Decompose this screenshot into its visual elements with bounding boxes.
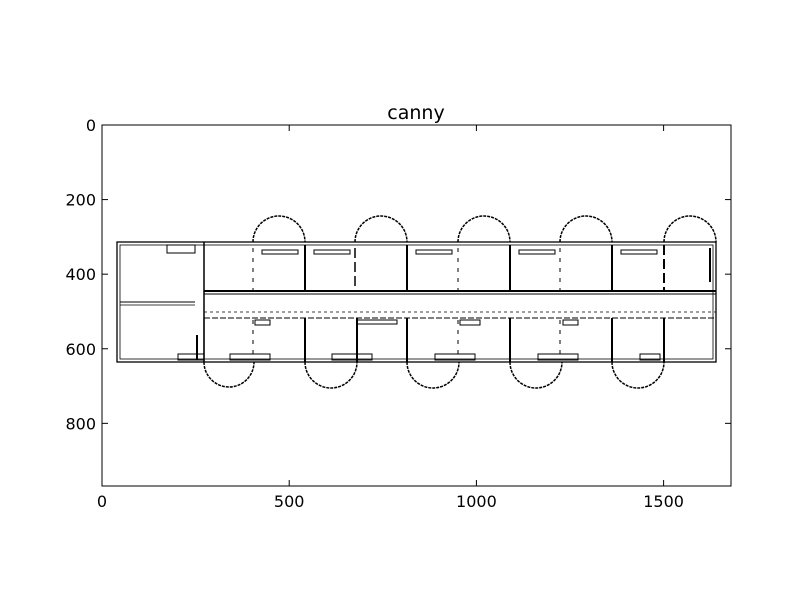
- axes-frame: [101, 124, 732, 487]
- x-axis: 0 500 1000 1500: [97, 125, 684, 511]
- lower-room-edges: [203, 318, 665, 362]
- x-tick-label: 500: [274, 492, 305, 511]
- upper-room-edges: [252, 245, 711, 291]
- outer-wall-edges: [116, 241, 717, 363]
- lower-bay-edges: [203, 361, 665, 389]
- x-tick-label: 1000: [456, 492, 497, 511]
- y-tick-label: 800: [65, 414, 96, 433]
- x-tick-label: 1500: [643, 492, 684, 511]
- upper-bay-edges: [252, 215, 717, 243]
- y-axis: 0 200 400 600 800: [65, 116, 731, 433]
- y-tick-label: 200: [65, 191, 96, 210]
- canny-edge-image: [116, 215, 717, 389]
- x-tick-label: 0: [97, 492, 107, 511]
- y-tick-label: 0: [86, 116, 96, 135]
- y-tick-label: 400: [65, 265, 96, 284]
- plot-title: canny: [387, 102, 444, 124]
- y-tick-label: 600: [65, 340, 96, 359]
